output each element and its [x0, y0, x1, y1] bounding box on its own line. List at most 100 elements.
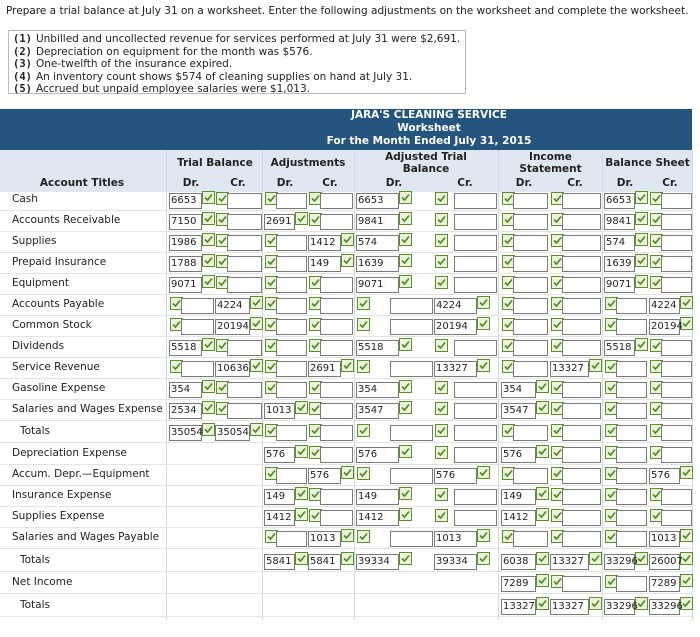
- amount-input[interactable]: 2534: [169, 403, 202, 419]
- amount-input[interactable]: 1013: [264, 403, 295, 419]
- amount-input[interactable]: 10636: [215, 361, 250, 377]
- amount-input[interactable]: [661, 489, 692, 505]
- amount-input[interactable]: [227, 235, 262, 251]
- amount-input[interactable]: 5841: [308, 554, 341, 570]
- amount-input[interactable]: [454, 340, 497, 356]
- amount-input[interactable]: [616, 319, 647, 335]
- amount-input[interactable]: 149: [501, 489, 536, 505]
- amount-input[interactable]: 39334: [434, 554, 477, 570]
- amount-input[interactable]: 26007: [649, 554, 683, 570]
- amount-input[interactable]: [513, 277, 548, 293]
- amount-input[interactable]: [454, 382, 497, 398]
- amount-input[interactable]: [661, 361, 692, 377]
- amount-input[interactable]: [513, 425, 548, 441]
- amount-input[interactable]: [320, 489, 353, 505]
- amount-input[interactable]: 1412: [264, 510, 295, 526]
- amount-input[interactable]: 576: [308, 468, 341, 484]
- amount-input[interactable]: [616, 361, 647, 377]
- amount-input[interactable]: [454, 510, 497, 526]
- amount-input[interactable]: [513, 214, 548, 230]
- amount-input[interactable]: [227, 340, 262, 356]
- amount-input[interactable]: [276, 277, 307, 293]
- amount-input[interactable]: 13327: [501, 599, 536, 615]
- amount-input[interactable]: 13327: [550, 599, 589, 615]
- amount-input[interactable]: [616, 510, 647, 526]
- amount-input[interactable]: 1412: [501, 510, 536, 526]
- amount-input[interactable]: [181, 298, 214, 314]
- amount-input[interactable]: [276, 319, 307, 335]
- amount-input[interactable]: [276, 425, 307, 441]
- amount-input[interactable]: 4224: [434, 298, 477, 314]
- amount-input[interactable]: [562, 319, 601, 335]
- amount-input[interactable]: [454, 256, 497, 272]
- amount-input[interactable]: [616, 447, 647, 463]
- amount-input[interactable]: [513, 256, 548, 272]
- amount-input[interactable]: 149: [264, 489, 295, 505]
- amount-input[interactable]: [454, 214, 497, 230]
- amount-input[interactable]: [320, 214, 353, 230]
- amount-input[interactable]: [181, 319, 214, 335]
- amount-input[interactable]: 9071: [356, 277, 399, 293]
- amount-input[interactable]: 576: [649, 468, 680, 484]
- amount-input[interactable]: 6653: [604, 193, 635, 209]
- amount-input[interactable]: 6653: [169, 193, 202, 209]
- amount-input[interactable]: [661, 447, 692, 463]
- amount-input[interactable]: [513, 235, 548, 251]
- amount-input[interactable]: 5518: [604, 340, 635, 356]
- amount-input[interactable]: [454, 489, 497, 505]
- amount-input[interactable]: 149: [308, 256, 341, 272]
- amount-input[interactable]: 5518: [169, 340, 202, 356]
- amount-input[interactable]: 1013: [649, 531, 680, 547]
- amount-input[interactable]: 574: [356, 235, 399, 251]
- amount-input[interactable]: [661, 382, 692, 398]
- amount-input[interactable]: [562, 256, 601, 272]
- amount-input[interactable]: 7289: [501, 576, 536, 592]
- amount-input[interactable]: [454, 447, 497, 463]
- amount-input[interactable]: [616, 531, 647, 547]
- amount-input[interactable]: [616, 403, 647, 419]
- amount-input[interactable]: 9841: [356, 214, 399, 230]
- amount-input[interactable]: 13327: [550, 361, 589, 377]
- amount-input[interactable]: 1788: [169, 256, 202, 272]
- amount-input[interactable]: [320, 340, 353, 356]
- amount-input[interactable]: [562, 340, 601, 356]
- amount-input[interactable]: [390, 425, 433, 441]
- amount-input[interactable]: 6653: [356, 193, 399, 209]
- amount-input[interactable]: 13327: [550, 554, 589, 570]
- amount-input[interactable]: [320, 403, 353, 419]
- amount-input[interactable]: [276, 382, 307, 398]
- amount-input[interactable]: 576: [501, 447, 536, 463]
- amount-input[interactable]: [616, 489, 647, 505]
- amount-input[interactable]: 1013: [434, 531, 477, 547]
- amount-input[interactable]: [616, 468, 647, 484]
- amount-input[interactable]: [320, 319, 353, 335]
- amount-input[interactable]: [320, 193, 353, 209]
- amount-input[interactable]: 33296: [604, 599, 638, 615]
- amount-input[interactable]: [513, 468, 548, 484]
- amount-input[interactable]: 1412: [308, 235, 341, 251]
- amount-input[interactable]: [562, 193, 601, 209]
- amount-input[interactable]: [661, 403, 692, 419]
- amount-input[interactable]: [320, 277, 353, 293]
- amount-input[interactable]: [513, 340, 548, 356]
- amount-input[interactable]: 1639: [604, 256, 635, 272]
- amount-input[interactable]: [562, 531, 601, 547]
- amount-input[interactable]: [562, 447, 601, 463]
- amount-input[interactable]: 33296: [604, 554, 638, 570]
- amount-input[interactable]: [562, 468, 601, 484]
- amount-input[interactable]: [562, 403, 601, 419]
- amount-input[interactable]: [454, 235, 497, 251]
- amount-input[interactable]: 354: [356, 382, 399, 398]
- amount-input[interactable]: [227, 382, 262, 398]
- amount-input[interactable]: [390, 298, 433, 314]
- amount-input[interactable]: [276, 235, 307, 251]
- amount-input[interactable]: [661, 425, 692, 441]
- amount-input[interactable]: [276, 531, 307, 547]
- amount-input[interactable]: 13327: [434, 361, 477, 377]
- amount-input[interactable]: [661, 214, 692, 230]
- amount-input[interactable]: [513, 361, 548, 377]
- amount-input[interactable]: [181, 361, 214, 377]
- amount-input[interactable]: [562, 489, 601, 505]
- amount-input[interactable]: [454, 277, 497, 293]
- amount-input[interactable]: [320, 298, 353, 314]
